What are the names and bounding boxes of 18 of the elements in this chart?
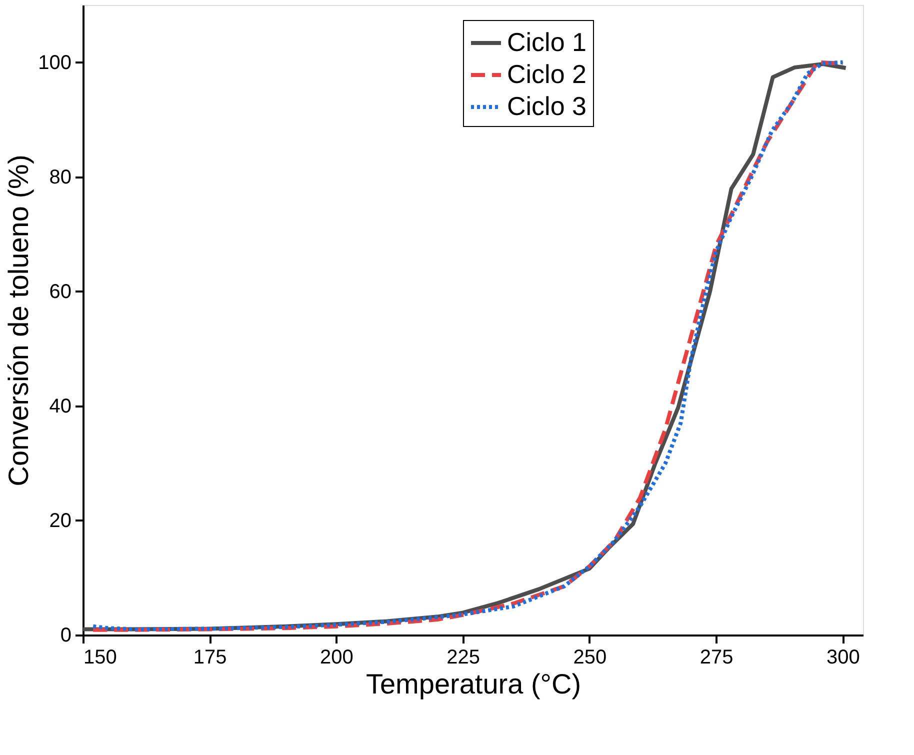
y-tick-label: 100 [38, 52, 72, 74]
x-axis-title: Temperatura (°C) [366, 668, 582, 700]
y-tick-label: 80 [49, 166, 72, 188]
y-tick-label: 40 [49, 395, 72, 418]
legend-label: Ciclo 2 [507, 59, 586, 89]
y-tick-label: 60 [49, 280, 72, 303]
x-tick-label: 250 [573, 646, 607, 668]
x-tick-label: 200 [320, 646, 354, 668]
legend-label: Ciclo 3 [507, 91, 586, 121]
y-tick-label: 20 [49, 510, 72, 532]
x-tick-label: 300 [826, 646, 860, 668]
legend-label: Ciclo 1 [507, 27, 586, 57]
y-axis-title: Conversión de tolueno (%) [3, 154, 34, 486]
x-tick-label: 175 [193, 646, 227, 668]
y-tick-label: 0 [60, 624, 72, 646]
x-tick-label: 150 [84, 646, 117, 668]
x-tick-label: 275 [700, 646, 734, 668]
x-tick-label: 225 [446, 646, 480, 668]
